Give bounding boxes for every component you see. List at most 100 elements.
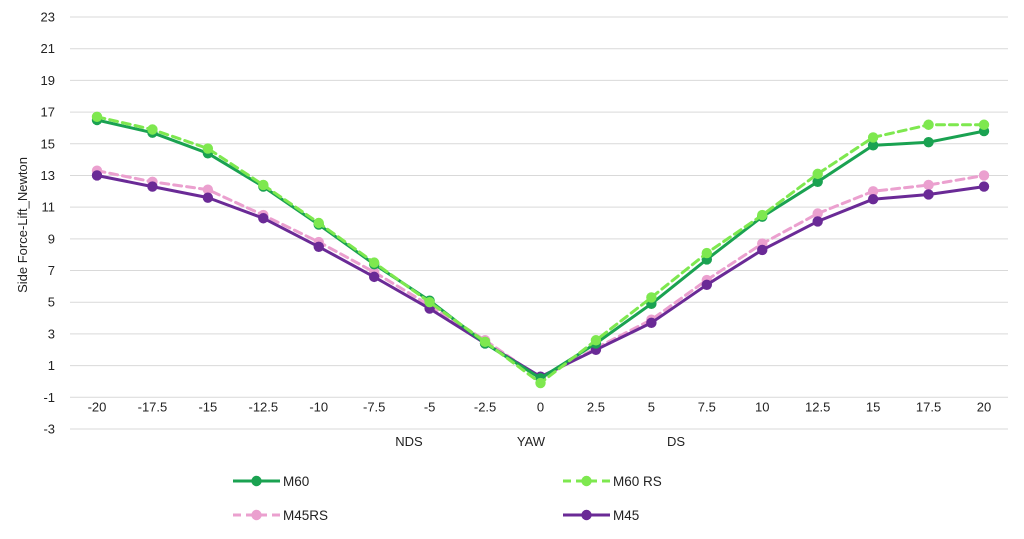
data-point [812, 176, 823, 187]
series-line [95, 174, 986, 379]
y-tick-label: 19 [41, 73, 55, 88]
data-point [978, 119, 990, 130]
x-tick-label: 5 [648, 399, 655, 414]
x-tick-label: 12.5 [805, 399, 830, 414]
x-tick-label: -15 [198, 399, 217, 414]
data-point [368, 257, 380, 268]
data-point [978, 170, 990, 181]
legend-label: M45 [613, 508, 639, 523]
data-point [923, 189, 934, 200]
legend-marker [581, 475, 592, 487]
legend-item-m60-rs: M60 RS [563, 474, 662, 489]
legend-marker [251, 509, 262, 521]
x-tick-label: -10 [309, 399, 328, 414]
y-tick-label: 11 [42, 200, 56, 215]
y-tick-label: 9 [48, 231, 55, 246]
y-tick-label: 17 [41, 105, 55, 120]
data-point [646, 317, 657, 329]
x-group-labels: NDS YAW DS [395, 434, 685, 449]
legend: M60 M60 RS M45RS M45 [233, 474, 662, 523]
series-m45rs [91, 165, 990, 384]
data-point [202, 192, 214, 203]
series-line [95, 169, 986, 380]
data-point [867, 132, 879, 143]
series-m60-rs [91, 111, 990, 389]
x-tick-label: 15 [866, 399, 880, 414]
y-tick-label: 23 [41, 10, 55, 25]
y-tick-label: -3 [43, 422, 55, 437]
legend-label: M60 [283, 474, 309, 489]
data-point [202, 184, 214, 195]
data-point [867, 140, 879, 151]
x-tick-label: 2.5 [587, 399, 605, 414]
series-m60 [91, 114, 990, 384]
x-tick-label: -17.5 [138, 399, 168, 414]
y-tick-label: 7 [48, 263, 55, 278]
data-point [923, 119, 934, 130]
legend-marker [581, 509, 592, 521]
x-tick-label: -2.5 [474, 399, 496, 414]
x-tick-label: 0 [537, 399, 544, 414]
y-tick-label: 3 [48, 326, 55, 341]
data-point [812, 168, 823, 180]
data-point [147, 124, 158, 135]
series-m45 [91, 170, 990, 382]
x-tick-label: 7.5 [698, 399, 716, 414]
data-point [91, 111, 103, 123]
data-point [424, 297, 435, 308]
x-tick-label: -12.5 [248, 399, 278, 414]
legend-item-m60: M60 [233, 474, 309, 489]
data-point [368, 271, 380, 283]
x-tick-label: -5 [424, 399, 436, 414]
data-point [701, 247, 713, 259]
y-tick-label: 21 [41, 41, 55, 56]
y-tick-label: 15 [41, 136, 55, 151]
y-tick-label: 13 [41, 168, 55, 183]
x-group-label-nds: NDS [395, 434, 423, 449]
legend-item-m45rs: M45RS [233, 508, 328, 523]
y-tick-label: 1 [48, 358, 55, 373]
series-line [95, 118, 986, 380]
data-point [258, 179, 269, 191]
x-tick-label: 10 [755, 399, 769, 414]
data-point [923, 179, 934, 191]
legend-marker [251, 475, 262, 487]
x-tick-label: -20 [88, 399, 107, 414]
data-point [757, 209, 768, 221]
data-point [313, 241, 324, 252]
data-point [812, 216, 823, 227]
x-tick-label: 17.5 [916, 399, 941, 414]
data-point [590, 335, 602, 346]
data-point [147, 181, 158, 192]
data-point [701, 279, 713, 290]
x-tick-label: 20 [977, 399, 991, 414]
x-group-label-ds: DS [667, 434, 685, 449]
data-point [91, 170, 103, 181]
data-point [535, 377, 546, 389]
data-point [646, 292, 657, 303]
legend-label: M45RS [283, 508, 328, 523]
y-axis-title: Side Force-Lift_Newton [15, 157, 30, 293]
x-group-label-yaw: YAW [517, 434, 546, 449]
data-point [867, 186, 879, 197]
data-point [923, 136, 934, 148]
legend-label: M60 RS [613, 474, 662, 489]
gridlines [70, 16, 1008, 430]
legend-item-m45: M45 [563, 508, 639, 523]
data-point [202, 143, 214, 154]
data-point [978, 181, 990, 192]
y-tick-label: -1 [43, 390, 55, 405]
y-tick-label: 5 [48, 295, 55, 310]
data-point [812, 208, 823, 219]
series-line [95, 115, 986, 385]
x-axis-ticks: -20 -17.5 -15 -12.5 -10 -7.5 -5 -2.5 0 2.5 5 7.5 10 1… [88, 399, 992, 414]
data-point [867, 194, 879, 205]
data-point [757, 244, 768, 256]
data-point [258, 213, 269, 224]
data-point [313, 217, 324, 229]
series-lines [91, 111, 990, 389]
data-point [479, 336, 491, 348]
